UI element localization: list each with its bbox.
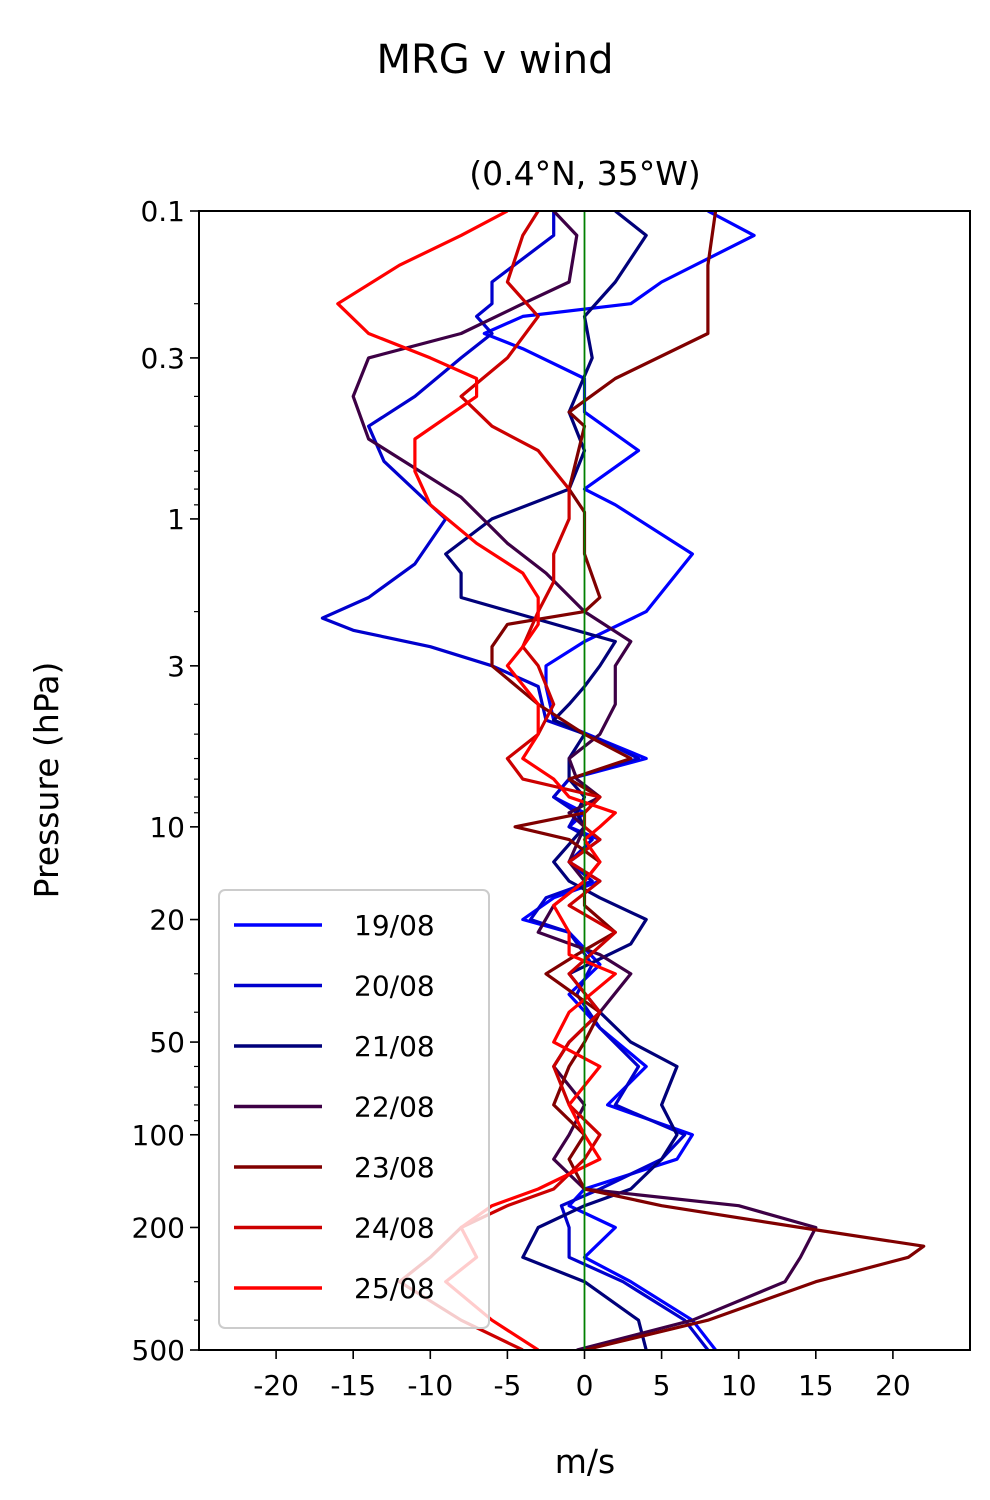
y-axis-ticks: 0.1 0.3 1 3 10 20 50 100 200 500 (132, 195, 199, 1367)
y-tick-label: 50 (149, 1026, 185, 1059)
y-tick-label: 200 (132, 1211, 185, 1244)
legend-label: 20/08 (354, 970, 435, 1003)
figure-title: MRG v wind (377, 37, 614, 83)
x-tick-label: 15 (798, 1369, 834, 1402)
legend-box (218, 889, 490, 1329)
legend-label: 22/08 (354, 1091, 435, 1124)
x-axis-label: m/s (555, 1442, 615, 1481)
legend-label: 23/08 (354, 1151, 435, 1184)
x-tick-label: 10 (721, 1369, 757, 1402)
x-tick-label: -5 (493, 1369, 521, 1402)
x-tick-label: -10 (407, 1369, 453, 1402)
y-axis-label: Pressure (hPa) (27, 662, 66, 899)
x-tick-label: -20 (253, 1369, 299, 1402)
y-tick-label: 10 (149, 811, 185, 844)
series-line-6 (336, 211, 617, 1350)
y-tick-label: 1 (167, 503, 185, 536)
x-tick-label: 0 (576, 1369, 594, 1402)
y-tick-label: 0.1 (140, 195, 185, 228)
y-tick-label: 500 (132, 1334, 185, 1367)
legend-label: 21/08 (354, 1030, 435, 1063)
legend-label: 19/08 (354, 909, 435, 942)
series-line-4 (490, 211, 926, 1350)
y-tick-label: 100 (132, 1119, 185, 1152)
legend: 19/08 20/08 21/08 22/08 23/08 24/08 25/08 (218, 889, 490, 1329)
y-tick-label: 0.3 (140, 342, 185, 375)
x-tick-label: -15 (330, 1369, 376, 1402)
axes-subtitle: (0.4°N, 35°W) (469, 154, 701, 193)
x-tick-label: 20 (875, 1369, 911, 1402)
plot-frame (198, 210, 971, 1351)
y-tick-label: 3 (167, 650, 185, 683)
x-tick-label: 5 (653, 1369, 671, 1402)
x-axis-ticks: -20 -15 -10 -5 0 5 10 15 20 (253, 1350, 911, 1402)
legend-label: 24/08 (354, 1212, 435, 1245)
legend-label: 25/08 (354, 1272, 435, 1305)
y-tick-label: 20 (149, 904, 185, 937)
